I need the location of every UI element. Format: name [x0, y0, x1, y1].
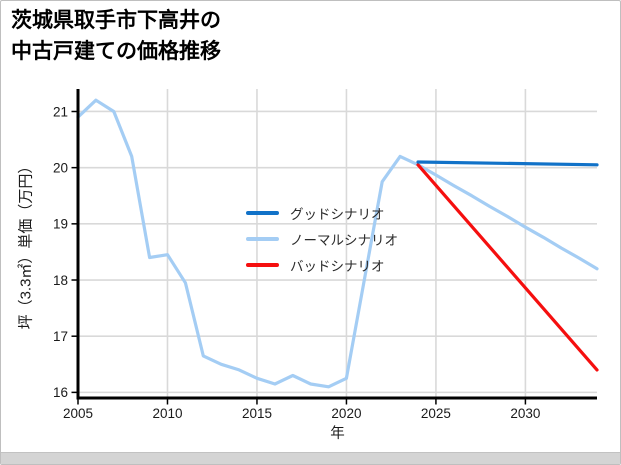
horizontal-scrollbar[interactable] — [1, 452, 620, 464]
bad-scenario-label: バッドシナリオ — [290, 259, 385, 274]
y-tick-label: 19 — [53, 217, 68, 232]
y-tick-label: 17 — [53, 329, 68, 344]
legend-item-good: グッドシナリオ — [246, 204, 398, 222]
x-tick-label: 2030 — [510, 406, 540, 421]
x-tick-label: 2005 — [63, 406, 93, 421]
legend-item-normal: ノーマルシナリオ — [246, 230, 398, 248]
x-tick-label: 2020 — [331, 406, 361, 421]
y-tick-label: 18 — [53, 273, 68, 288]
y-axis-label: 坪（3.3㎡）単価（万円） — [17, 158, 35, 330]
legend-item-bad: バッドシナリオ — [246, 256, 398, 274]
chart-title-line1: 茨城県取手市下高井の — [11, 9, 221, 32]
normal-scenario-line — [76, 98, 599, 389]
bad-scenario-line — [416, 163, 599, 372]
good-scenario-label: グッドシナリオ — [290, 207, 385, 222]
normal-scenario-label: ノーマルシナリオ — [290, 233, 398, 248]
good-scenario-swatch — [246, 211, 279, 215]
x-axis-label: 年 — [330, 426, 345, 442]
legend: グッドシナリオ ノーマルシナリオ バッドシナリオ — [246, 204, 398, 274]
good-scenario-line — [416, 160, 599, 167]
x-tick-label: 2010 — [152, 406, 182, 421]
x-tick-label: 2025 — [421, 406, 451, 421]
y-tick-label: 20 — [53, 160, 68, 175]
y-tick-label: 21 — [53, 104, 68, 119]
chart-title: 茨城県取手市下高井の 中古戸建ての価格推移 — [11, 5, 221, 67]
bad-scenario-swatch — [246, 263, 279, 267]
chart-title-line2: 中古戸建ての価格推移 — [11, 40, 221, 63]
x-tick-label: 2015 — [242, 406, 272, 421]
normal-scenario-swatch — [246, 237, 279, 241]
y-tick-label: 16 — [53, 385, 68, 400]
